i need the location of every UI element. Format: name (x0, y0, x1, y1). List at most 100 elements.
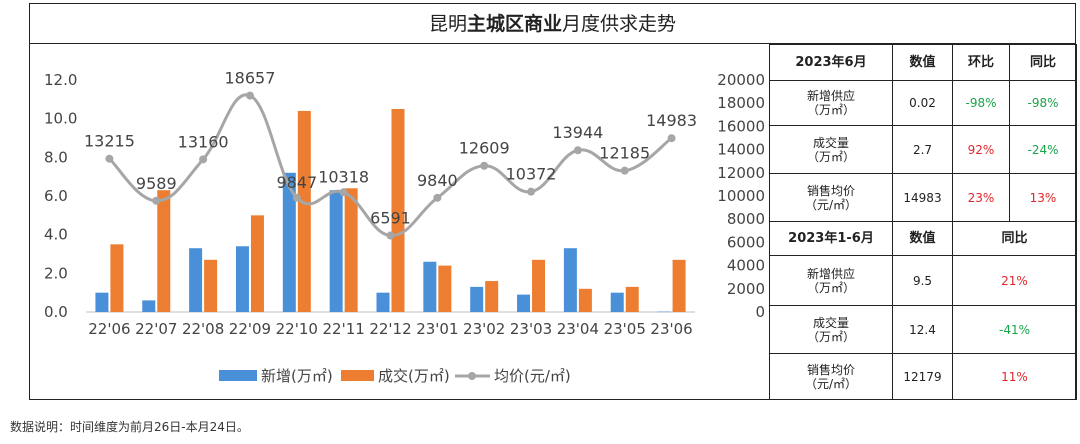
legend-swatch-price-dot (468, 372, 476, 380)
bar-new-supply (235, 246, 249, 312)
price-data-label: 6591 (370, 209, 411, 228)
table-row: 新增供应 （万㎡） 9.5 21% (769, 255, 1077, 306)
price-data-label: 9589 (136, 174, 177, 193)
legend-swatch-deals (341, 370, 374, 381)
y-right-tick-label: 4000 (727, 257, 765, 275)
legend-label-price: 均价(元/㎡) (494, 367, 571, 385)
price-point (573, 146, 582, 155)
price-point (527, 187, 536, 196)
price-data-label: 10318 (318, 167, 369, 186)
row-yoy: 11% (952, 353, 1077, 400)
ytd-header-period: 2023年1-6月 (769, 221, 893, 256)
row-value: 12179 (892, 353, 953, 400)
price-data-label: 14983 (646, 111, 697, 130)
row-label-line1: 新增供应 (806, 266, 855, 281)
bar-new-supply (376, 292, 390, 312)
row-label-line2: （万㎡） (806, 280, 855, 295)
table-row: 成交量 （万㎡） 12.4 -41% (769, 305, 1077, 354)
y-right-tick-label: 18000 (717, 94, 765, 112)
monthly-header-yoy: 同比 (1009, 44, 1077, 81)
x-tick-label: 22'12 (369, 320, 411, 338)
y-left-tick-label: 8.0 (44, 148, 68, 166)
row-yoy: -24% (1009, 125, 1077, 174)
x-tick-label: 22'07 (135, 320, 177, 338)
bar-new-supply (657, 311, 671, 313)
y-right-tick-label: 2000 (727, 280, 765, 298)
bar-deals (344, 188, 358, 312)
y-left-tick-label: 2.0 (44, 264, 68, 282)
y-left-tick-label: 0.0 (44, 303, 68, 321)
title-prefix: 昆明 (428, 13, 467, 35)
row-mom: 92% (952, 125, 1010, 174)
row-value: 12.4 (892, 305, 953, 354)
row-yoy: 13% (1009, 173, 1077, 222)
row-label: 新增供应 （万㎡） (769, 255, 893, 306)
row-label: 成交量 （万㎡） (769, 305, 893, 354)
x-tick-label: 23'04 (557, 320, 599, 338)
row-label: 销售均价 （元/㎡） (769, 173, 893, 222)
bar-new-supply (610, 292, 624, 312)
row-label-line2: （元/㎡） (804, 197, 858, 212)
table-row: 销售均价 （元/㎡） 14983 23% 13% (769, 173, 1077, 222)
bar-deals (485, 281, 499, 312)
row-label: 销售均价 （元/㎡） (769, 353, 893, 400)
row-label: 新增供应 （万㎡） (769, 80, 893, 126)
row-value: 9.5 (892, 255, 953, 306)
price-data-label: 10372 (506, 165, 557, 184)
y-right-tick-label: 14000 (717, 141, 765, 159)
price-point (386, 231, 395, 240)
price-point (292, 193, 301, 202)
row-mom: -98% (952, 80, 1010, 126)
price-point (339, 188, 348, 197)
price-data-label: 13944 (552, 123, 603, 142)
row-label-line1: 销售均价 (806, 362, 855, 377)
price-point (152, 196, 161, 205)
y-right-tick-label: 10000 (717, 187, 765, 205)
row-label-line1: 成交量 (812, 135, 849, 150)
price-point (480, 161, 489, 170)
legend-swatch-new-supply (219, 370, 257, 381)
bar-new-supply (470, 286, 484, 312)
y-right-tick-label: 8000 (727, 210, 765, 228)
bar-deals (204, 259, 218, 312)
row-label-line2: （万㎡） (806, 329, 855, 344)
y-right-tick-label: 0 (755, 303, 765, 321)
table-row: 销售均价 （元/㎡） 12179 11% (769, 353, 1077, 400)
x-tick-label: 23'06 (650, 320, 692, 338)
monthly-header-period: 2023年6月 (769, 44, 893, 81)
row-value: 14983 (892, 173, 953, 222)
y-left-tick-label: 12.0 (44, 71, 77, 89)
price-data-label: 9847 (276, 173, 317, 192)
bar-new-supply (189, 248, 203, 312)
y-right-tick-label: 16000 (717, 117, 765, 135)
bar-deals (391, 109, 405, 312)
row-value: 0.02 (892, 80, 953, 126)
bar-new-supply (142, 300, 156, 312)
price-point (667, 134, 676, 143)
row-label-line2: （元/㎡） (804, 376, 858, 391)
bar-new-supply (517, 294, 531, 312)
row-label-line1: 销售均价 (806, 183, 855, 198)
bar-deals (578, 288, 592, 312)
bar-new-supply (95, 292, 109, 312)
row-yoy: -41% (952, 305, 1077, 354)
y-left-tick-label: 10.0 (44, 110, 77, 128)
y-left-tick-label: 4.0 (44, 226, 68, 244)
ytd-header-row: 2023年1-6月 数值 同比 (769, 221, 1077, 256)
bar-deals (625, 286, 639, 312)
y-right-tick-label: 6000 (727, 233, 765, 251)
bar-deals (110, 244, 124, 312)
price-point (620, 166, 629, 175)
row-label-line1: 新增供应 (806, 89, 855, 103)
legend-label-deals: 成交(万㎡) (378, 367, 450, 385)
y-right-tick-label: 20000 (717, 71, 765, 89)
price-point (199, 155, 208, 164)
row-yoy: 21% (952, 255, 1077, 306)
table-row: 成交量 （万㎡） 2.7 92% -24% (769, 125, 1077, 174)
price-data-label: 12185 (599, 144, 650, 163)
row-label: 成交量 （万㎡） (769, 125, 893, 174)
stats-table: 2023年6月 数值 环比 同比 新增供应 （万㎡） 0.02 -98% -98%… (769, 44, 1077, 400)
title-bold: 主城区商业 (466, 13, 562, 35)
table-row: 新增供应 （万㎡） 0.02 -98% -98% (769, 80, 1077, 126)
row-mom: 23% (952, 173, 1010, 222)
